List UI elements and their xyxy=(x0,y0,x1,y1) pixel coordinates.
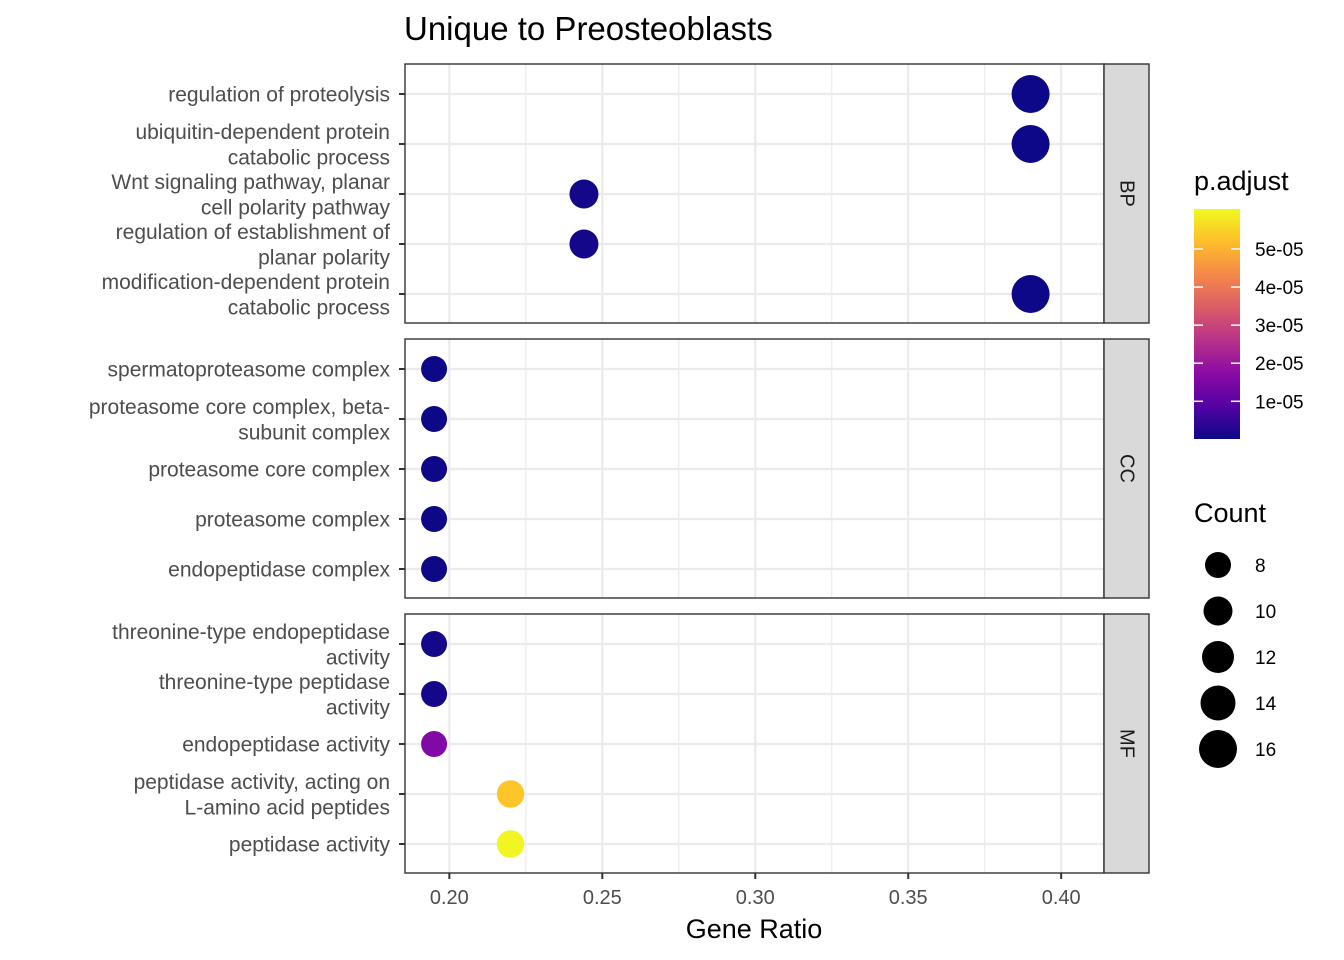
data-point xyxy=(421,356,448,382)
data-point xyxy=(1011,275,1050,313)
y-tick-label: threonine-type endopeptidase activity xyxy=(112,621,390,670)
y-tick-label-line: endopeptidase activity xyxy=(182,734,390,757)
facet-panel-cc: spermatoproteasome complex proteasome cor… xyxy=(89,338,1150,599)
x-tick-label: 0.40 xyxy=(1042,887,1081,909)
x-tick-label: 0.30 xyxy=(736,887,775,909)
x-tick-label: 0.20 xyxy=(430,887,469,909)
size-legend-dot xyxy=(1199,730,1237,768)
facet-strip xyxy=(1103,613,1150,874)
y-tick-label: proteasome complex xyxy=(195,509,390,532)
y-tick-label: regulation of establishment of planar pol… xyxy=(116,221,391,270)
y-tick-label: proteasome core complex xyxy=(148,459,390,482)
y-tick-label: Wnt signaling pathway, planar cell polari… xyxy=(111,171,390,220)
y-tick-label-line: peptidase activity, acting on xyxy=(134,771,390,794)
facet-strip xyxy=(1103,338,1150,599)
y-tick-label-line: proteasome core complex, beta- xyxy=(89,396,390,419)
color-bar-label: 5e-05 xyxy=(1255,240,1304,261)
size-legend-label: 14 xyxy=(1255,694,1277,715)
color-bar-label: 4e-05 xyxy=(1255,278,1304,299)
y-tick-label-line: proteasome complex xyxy=(195,509,390,532)
y-tick-label-line: proteasome core complex xyxy=(148,459,390,482)
size-legend-title: Count xyxy=(1194,498,1267,528)
facet-strip-label: CC xyxy=(1116,454,1138,483)
color-legend: p.adjust 1e-05 2e-05 3e-05 4e-05 5e-05 xyxy=(1194,166,1304,439)
y-tick-label: spermatoproteasome complex xyxy=(108,359,391,382)
y-tick-label: modification-dependent protein catabolic … xyxy=(102,271,390,320)
y-tick-label-line: cell polarity pathway xyxy=(201,196,391,219)
y-tick-label-line: threonine-type peptidase xyxy=(159,671,390,694)
y-tick-label: threonine-type peptidase activity xyxy=(159,671,391,720)
y-tick-label-line: spermatoproteasome complex xyxy=(108,359,391,382)
color-bar-label: 1e-05 xyxy=(1255,392,1304,413)
y-tick-label-line: threonine-type endopeptidase xyxy=(112,621,390,644)
color-bar-label: 2e-05 xyxy=(1255,354,1304,375)
y-tick-label: endopeptidase activity xyxy=(182,734,390,757)
data-point xyxy=(421,731,448,757)
facet-strip-label: BP xyxy=(1116,180,1138,207)
x-tick-label: 0.25 xyxy=(583,887,622,909)
y-tick-label-line: activity xyxy=(326,696,391,719)
y-tick-label-line: regulation of proteolysis xyxy=(168,84,390,107)
color-legend-title: p.adjust xyxy=(1194,166,1289,196)
size-legend-label: 12 xyxy=(1255,648,1276,669)
y-tick-label-line: Wnt signaling pathway, planar xyxy=(111,171,390,194)
y-tick-label: regulation of proteolysis xyxy=(168,84,390,107)
size-legend-label: 10 xyxy=(1255,602,1276,623)
y-tick-label-line: endopeptidase complex xyxy=(168,559,390,582)
y-tick-label-line: ubiquitin-dependent protein xyxy=(135,121,390,144)
data-point xyxy=(421,406,448,432)
size-legend-label: 16 xyxy=(1255,740,1276,761)
facet-panel-bp: regulation of proteolysis ubiquitin-depen… xyxy=(102,63,1150,324)
data-point xyxy=(421,631,448,657)
y-tick-label-line: catabolic process xyxy=(228,296,390,319)
y-tick-label-line: subunit complex xyxy=(238,421,390,444)
y-tick-label: peptidase activity xyxy=(229,834,391,857)
data-point xyxy=(1011,75,1050,113)
y-tick-label-line: peptidase activity xyxy=(229,834,391,857)
facet-strip-label: MF xyxy=(1116,729,1138,758)
data-point xyxy=(421,681,448,707)
data-point xyxy=(496,830,525,858)
y-tick-label-line: catabolic process xyxy=(228,146,390,169)
y-tick-label-line: modification-dependent protein xyxy=(102,271,390,294)
data-point xyxy=(569,229,599,259)
y-tick-label: endopeptidase complex xyxy=(168,559,390,582)
y-tick-label-line: regulation of establishment of xyxy=(116,221,390,244)
color-bar-label: 3e-05 xyxy=(1255,316,1304,337)
y-tick-label-line: planar polarity xyxy=(258,246,390,269)
size-legend-dot xyxy=(1205,552,1231,578)
color-bar xyxy=(1194,209,1240,439)
data-point xyxy=(1011,125,1050,163)
size-legend-dot xyxy=(1200,685,1236,721)
data-point xyxy=(496,780,525,808)
data-point xyxy=(421,556,448,582)
x-axis: 0.20 0.25 0.30 0.35 0.40 xyxy=(430,873,1081,909)
data-point xyxy=(421,456,448,482)
y-tick-label-line: L-amino acid peptides xyxy=(185,796,390,819)
chart-title: Unique to Preosteoblasts xyxy=(404,10,773,47)
size-legend-dot xyxy=(1202,641,1234,673)
data-point xyxy=(421,506,448,532)
facet-panel-mf: threonine-type endopeptidase activitythre… xyxy=(112,613,1150,874)
facet-panels: regulation of proteolysis ubiquitin-depen… xyxy=(89,63,1150,874)
size-legend-label: 8 xyxy=(1255,556,1266,577)
y-tick-label: peptidase activity, acting on L-amino aci… xyxy=(134,771,390,820)
x-tick-label: 0.35 xyxy=(889,887,928,909)
data-point xyxy=(569,179,599,209)
y-tick-label: ubiquitin-dependent protein catabolic pro… xyxy=(135,121,390,170)
x-axis-title: Gene Ratio xyxy=(686,914,823,944)
y-tick-label: proteasome core complex, beta-subunit co… xyxy=(89,396,391,445)
facet-strip xyxy=(1103,63,1150,324)
size-legend-dot xyxy=(1203,596,1233,626)
y-tick-label-line: activity xyxy=(326,646,391,669)
size-legend: Count 8 10 12 14 16 xyxy=(1194,498,1277,768)
